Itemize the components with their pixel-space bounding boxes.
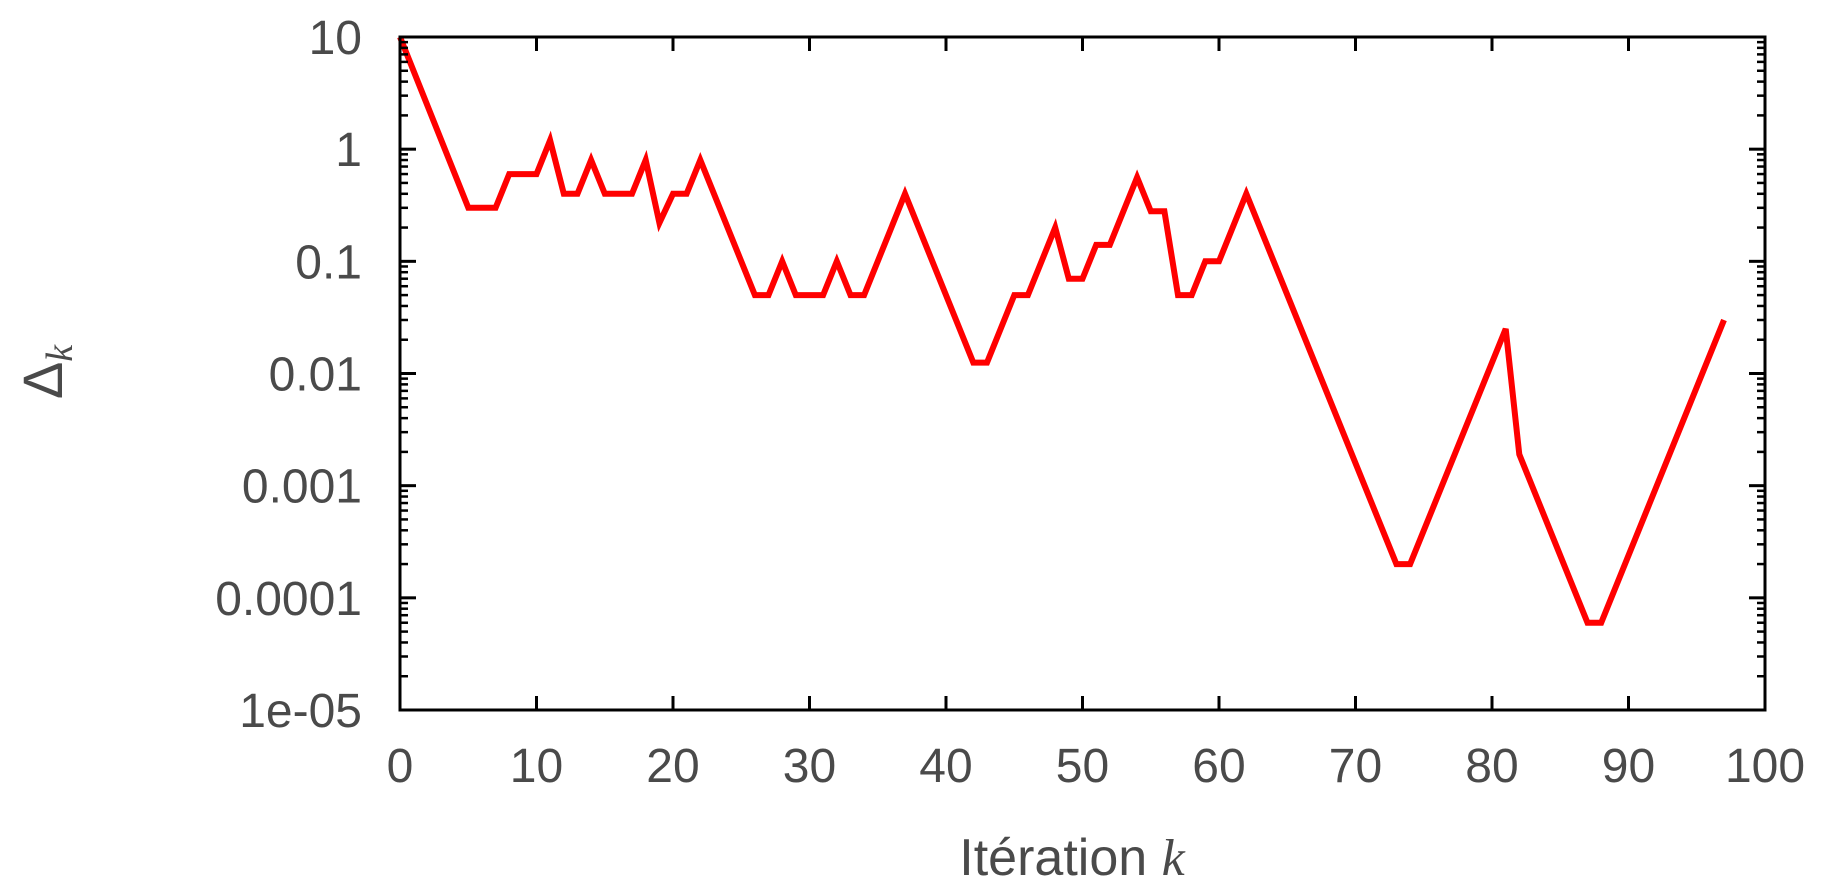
y-axis-label-subscript: k	[39, 344, 81, 362]
x-axis-label: Itération k	[959, 829, 1185, 879]
x-tick-label: 20	[646, 740, 699, 793]
x-tick-labels: 0 10 20 30 40 50 60 70 80 90 100	[387, 740, 1805, 793]
x-tick-label: 30	[783, 740, 836, 793]
x-tick-label: 80	[1465, 740, 1518, 793]
y-tick-label: 0.001	[242, 461, 362, 514]
x-tick-label: 50	[1056, 740, 1109, 793]
y-tick-labels: 10 1 0.1 0.01 0.001 0.0001 1e-05	[215, 12, 362, 738]
x-axis-label-variable: k	[1162, 830, 1186, 879]
x-tick-label: 0	[387, 740, 414, 793]
x-tick-label: 70	[1329, 740, 1382, 793]
y-tick-label: 1	[335, 124, 362, 177]
plot-frame	[398, 35, 1767, 712]
svg-text:Δk: Δk	[11, 344, 81, 399]
axis-ticks	[398, 35, 1767, 712]
x-axis-label-text: Itération	[959, 829, 1161, 879]
x-tick-label: 100	[1725, 740, 1805, 793]
x-tick-label: 90	[1602, 740, 1655, 793]
y-tick-label: 1e-05	[239, 685, 362, 738]
y-axis-label: Δk	[11, 344, 81, 399]
y-tick-label: 0.1	[295, 236, 362, 289]
plot-marks	[397, 35, 1727, 626]
y-tick-label: 0.0001	[215, 573, 362, 626]
series-line	[397, 35, 1727, 626]
y-tick-label: 0.01	[269, 349, 362, 402]
x-tick-label: 10	[510, 740, 563, 793]
x-tick-label: 40	[919, 740, 972, 793]
y-tick-label: 10	[309, 12, 362, 65]
y-axis-label-symbol: Δ	[11, 362, 74, 399]
x-tick-label: 60	[1192, 740, 1245, 793]
